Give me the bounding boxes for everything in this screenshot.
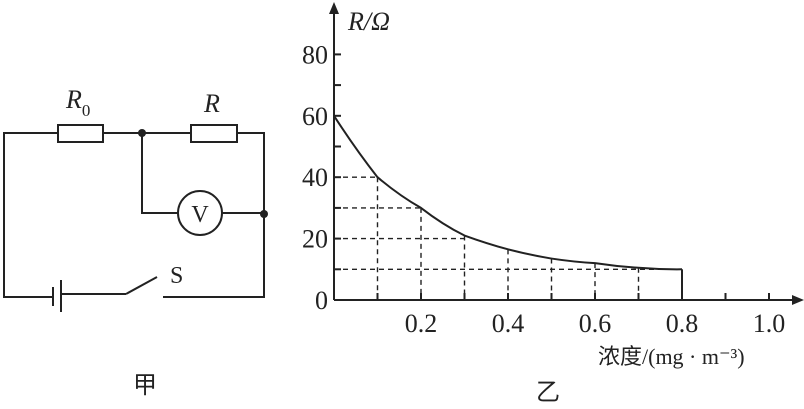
- voltmeter-label: V: [191, 202, 209, 228]
- resistor-r: [190, 124, 238, 143]
- x-axis-label: 浓度/(mg · m⁻³): [598, 344, 745, 369]
- junction-dot: [260, 210, 268, 218]
- voltmeter: [177, 190, 223, 236]
- x-tick-label: 0.6: [579, 309, 612, 338]
- battery-icon: [52, 280, 62, 312]
- series-curve: [333, 115, 683, 271]
- switch-label: S: [170, 263, 183, 289]
- y-axis-arrow: [329, 2, 339, 14]
- x-tick-label: 1.0: [753, 309, 786, 338]
- resistor-r0: [57, 124, 104, 143]
- x-tick-label: 0.4: [492, 309, 525, 338]
- x-tick-label: 0.8: [666, 309, 699, 338]
- caption-jia: 甲: [133, 373, 157, 399]
- caption-yi: 乙: [536, 380, 560, 406]
- y-axis-label: R/Ω: [347, 7, 390, 36]
- y-tick-label: 60: [302, 102, 328, 131]
- y-tick-label: 80: [302, 40, 328, 69]
- x-tick-label: 0.2: [405, 309, 438, 338]
- y-tick-label: 0: [315, 286, 328, 315]
- y-tick-label: 40: [302, 163, 328, 192]
- r0-label: R0: [65, 85, 90, 120]
- switch-lever: [125, 276, 158, 295]
- r-label: R: [203, 89, 220, 118]
- y-tick-label: 20: [302, 225, 328, 254]
- junction-dot: [138, 129, 146, 137]
- x-axis-arrow: [792, 295, 804, 305]
